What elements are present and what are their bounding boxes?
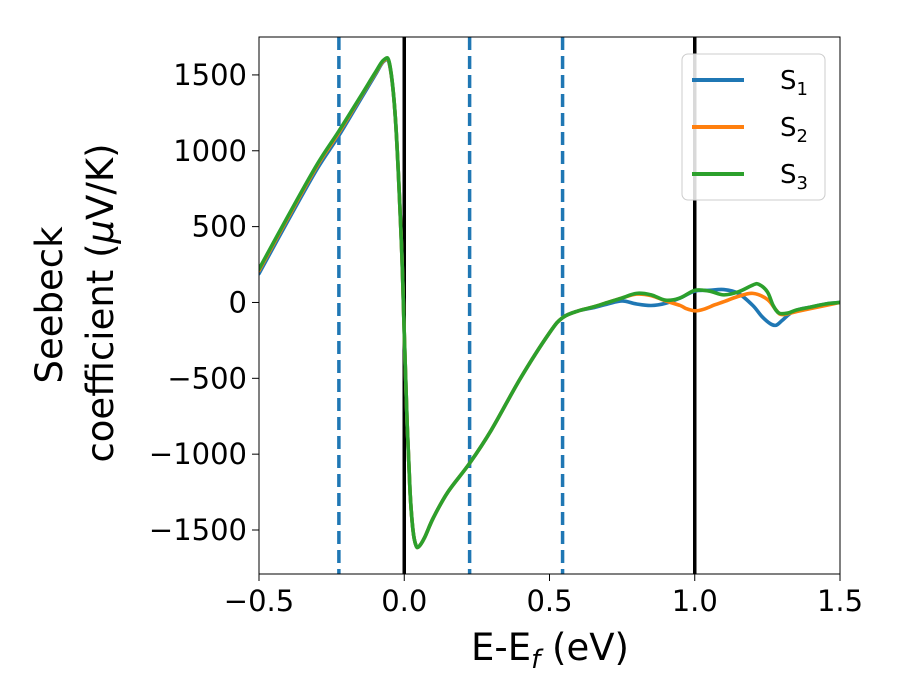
x-tick-label: 0.5 — [526, 584, 572, 618]
y-axis-label-line2: coefficient (μV/K) — [79, 143, 122, 462]
legend-label-s1: S1 — [780, 66, 808, 100]
legend-box — [681, 53, 826, 201]
x-axis-label: E-Ef (eV) — [471, 626, 629, 675]
y-axis-label-line1: Seebeck — [28, 226, 71, 384]
series-layer — [259, 55, 840, 550]
legend-label-s3: S3 — [780, 160, 808, 194]
x-tick-label: 0.0 — [381, 584, 427, 618]
x-axis-label-main: E-E — [471, 626, 531, 669]
legend: S1 S2 S3 — [681, 53, 826, 201]
y-axis-label-unit: V/K) — [79, 143, 122, 219]
x-tick-label: 1.5 — [817, 584, 863, 618]
y-tick-label: −1000 — [149, 437, 247, 471]
series-line-s3 — [259, 55, 840, 550]
y-axis-label-text: coefficient ( — [79, 243, 122, 462]
y-axis: −1500 −1000 −500 0 500 1000 1500 — [149, 58, 259, 547]
legend-label-s2: S2 — [780, 113, 808, 147]
y-tick-label: −1500 — [149, 513, 247, 547]
x-tick-label: 1.0 — [672, 584, 718, 618]
y-tick-label: 500 — [192, 210, 247, 244]
x-axis: −0.5 0.0 0.5 1.0 1.5 — [224, 574, 863, 618]
y-tick-label: 0 — [229, 285, 247, 319]
y-axis-label-mu: μ — [79, 220, 122, 245]
y-tick-label: −500 — [167, 361, 247, 395]
y-tick-label: 1500 — [173, 58, 247, 92]
x-axis-label-unit: (eV) — [540, 626, 629, 669]
y-tick-label: 1000 — [173, 134, 247, 168]
x-tick-label: −0.5 — [224, 584, 294, 618]
